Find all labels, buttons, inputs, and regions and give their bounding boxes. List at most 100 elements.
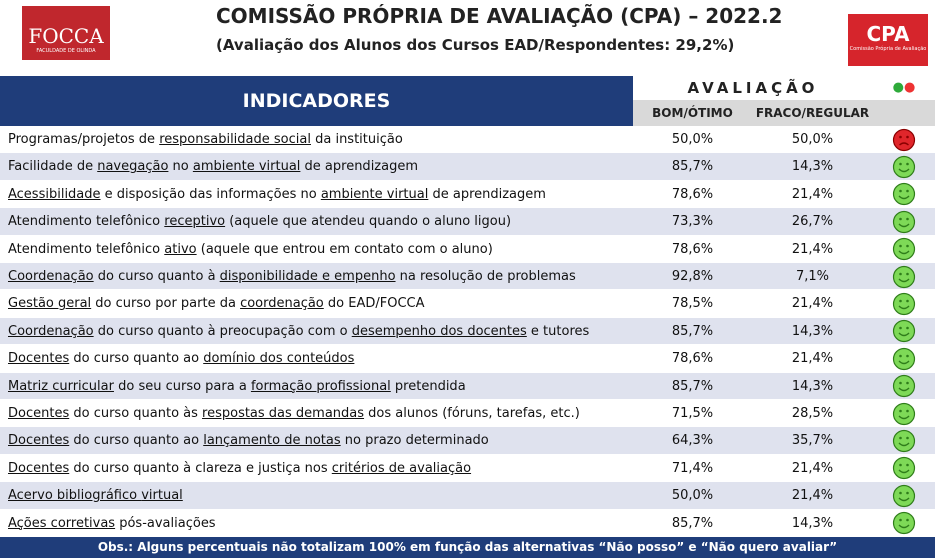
value: 50,0% <box>671 488 714 504</box>
logo-right: CPA Comissão Própria de Avaliação <box>848 14 928 66</box>
row-bg <box>0 317 935 346</box>
smile-face <box>892 374 916 398</box>
row-bg <box>0 509 935 537</box>
indicator-underlined: Coordenação <box>8 323 94 339</box>
smile-face <box>892 347 916 370</box>
indicator: Docentes do curso quanto às respostas da… <box>8 400 580 427</box>
indicator-underlined: disponibilidade e empenho <box>219 269 396 284</box>
value: 21,4% <box>791 460 834 476</box>
indicator-underlined: Docentes <box>8 351 70 367</box>
value: 7,1% <box>795 269 830 284</box>
indicator-text: de aprendizagem <box>428 186 546 202</box>
value: 73,3% <box>671 214 714 230</box>
indicator-underlined: Docentes <box>8 406 70 421</box>
logo-text: CPA <box>866 22 910 46</box>
indicator-underlined: responsabilidade social <box>159 132 311 147</box>
indicator-underlined: Acessibilidade <box>8 186 101 202</box>
indicator-text: Atendimento telefônico <box>8 214 165 230</box>
indicator-text: na resolução de problemas <box>395 269 576 284</box>
title: COMISSÃO PRÓPRIA DE AVALIAÇÃO (CPA) – 20… <box>216 4 783 28</box>
row-bg <box>0 400 935 428</box>
value: 71,5% <box>671 406 714 421</box>
smile-face <box>892 511 916 535</box>
value: 78,6% <box>671 241 714 257</box>
indicator: Acessibilidade e disposição das informaç… <box>8 181 546 208</box>
indicator-text: do curso quanto ao <box>69 351 204 367</box>
smile-face <box>892 210 916 233</box>
indicator-underlined: ativo <box>164 241 197 257</box>
row-bg <box>0 372 935 400</box>
indicator-underlined: receptivo <box>164 214 226 230</box>
logo-sub: Comissão Própria de Avaliação <box>849 46 927 52</box>
indicator-text: e tutores <box>526 323 590 339</box>
indicator-text: no prazo determinado <box>340 433 489 449</box>
indicator-underlined: Docentes <box>8 433 70 449</box>
value: 50,0% <box>791 132 834 147</box>
indicator-underlined: critérios de avaliação <box>331 460 472 476</box>
indicator-underlined: formação profissional <box>250 378 391 394</box>
indicator-text: (aquele que entrou em contato com o alun… <box>196 241 493 257</box>
indicator-underlined: domínio dos conteúdos <box>203 351 355 367</box>
indicator-underlined: navegação <box>97 159 169 175</box>
indicator-text: Programas/projetos de <box>8 132 160 147</box>
indicator-text: pretendida <box>390 378 466 394</box>
value: 71,4% <box>671 460 714 476</box>
smile-face <box>892 292 916 315</box>
value: 85,7% <box>671 515 714 531</box>
indicator: Docentes do curso quanto ao domínio dos … <box>8 345 354 372</box>
footer: Obs.: Alguns percentuais não totalizam 1… <box>0 537 935 558</box>
column-header: FRACO/REGULAR <box>752 100 873 126</box>
indicator-underlined: Coordenação <box>8 269 94 284</box>
value: 14,3% <box>791 378 834 394</box>
indicator-text: do curso quanto às <box>69 406 203 421</box>
icon-legend: ●● <box>892 80 916 95</box>
smile-face <box>892 183 916 206</box>
indicator-underlined: coordenação <box>240 296 324 312</box>
indicator: Gestão geral do curso por parte da coord… <box>8 290 425 317</box>
column-header: BOM/ÓTIMO <box>633 100 752 126</box>
smile-face <box>892 265 916 288</box>
value: 85,7% <box>671 378 714 394</box>
row-bg <box>0 263 935 291</box>
indicator-text: Atendimento telefônico <box>8 241 165 257</box>
value: 21,4% <box>791 241 834 257</box>
indicator-text: da instituição <box>310 132 403 147</box>
indicator-text: do curso quanto à clareza e justiça nos <box>69 460 332 476</box>
indicator-underlined: lançamento de notas <box>203 433 341 449</box>
value: 14,3% <box>791 323 834 339</box>
indicator-underlined: Matriz curricular <box>8 378 114 394</box>
indicator-text: dos alunos (fóruns, tarefas, etc.) <box>364 406 580 421</box>
value: 78,6% <box>671 351 714 367</box>
value: 50,0% <box>671 132 714 147</box>
value: 78,6% <box>671 186 714 202</box>
indicator-text: do curso quanto à preocupação com o <box>93 323 352 339</box>
row-bg <box>0 345 935 373</box>
value: 21,4% <box>791 488 834 504</box>
indicator-text: de aprendizagem <box>300 159 419 175</box>
value: 26,7% <box>791 214 834 230</box>
logo-sub: FACULDADE DE OLINDA <box>36 48 96 54</box>
smile-face <box>892 320 916 343</box>
value: 21,4% <box>791 186 834 202</box>
value: 85,7% <box>671 159 714 175</box>
row-bg <box>0 153 935 181</box>
value: 14,3% <box>791 515 834 531</box>
smile-face <box>892 457 916 480</box>
row-bg <box>0 427 935 455</box>
value: 35,7% <box>791 433 834 449</box>
indicator: Matriz curricular do seu curso para a fo… <box>8 373 466 400</box>
row-bg <box>0 126 935 154</box>
column-header <box>873 100 935 126</box>
smile-face <box>892 402 916 425</box>
indicator-underlined: Ações corretivas <box>8 515 116 531</box>
indicator-underlined: Acervo bibliográfico <box>8 488 142 504</box>
smile-face <box>892 429 916 452</box>
indicator-text: e disposição das informações no <box>100 186 321 202</box>
smile-face <box>892 484 916 507</box>
row-bg <box>0 208 935 236</box>
smile-face <box>892 155 916 178</box>
subtitle: (Avaliação dos Alunos dos Cursos EAD/Res… <box>216 36 735 54</box>
group-header: AVALIAÇÃO <box>687 79 819 97</box>
indicator: Acervo bibliográfico virtual <box>8 482 183 509</box>
